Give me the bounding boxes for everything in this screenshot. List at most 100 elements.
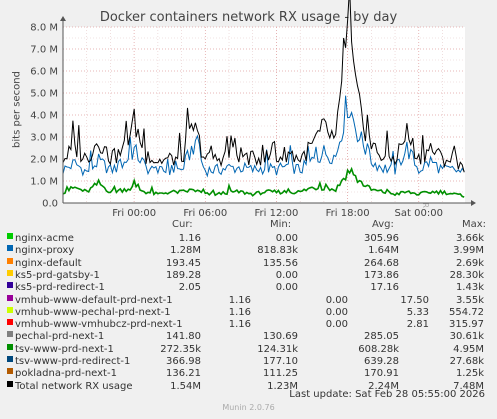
- series-line-tsv-www-prd-next-1: [62, 166, 465, 198]
- legend-cur-value: 193.45: [166, 257, 201, 269]
- legend-swatch: [7, 368, 13, 375]
- legend-avg-value: 5.33: [406, 306, 429, 318]
- legend-row: nginx-default 193.45 135.56 264.68 2.69k: [0, 257, 497, 270]
- legend-min-value: 111.25: [263, 368, 298, 380]
- legend-min-value: 818.83k: [257, 245, 298, 257]
- legend-min-value: 135.56: [263, 257, 298, 269]
- legend-row: pechal-prd-next-1 141.80 130.69 285.05 30.61…: [0, 331, 497, 343]
- legend-min-value: 130.69: [263, 331, 298, 343]
- legend-avg-value: 2.24M: [368, 380, 399, 392]
- legend-label: nginx-acme: [15, 233, 74, 244]
- legend-cur-value: 1.16: [178, 233, 201, 244]
- legend-max-value: 3.55k: [455, 294, 484, 306]
- x-axis-arrow: [471, 200, 476, 206]
- legend-swatch: [7, 233, 13, 239]
- legend-swatch: [7, 343, 13, 350]
- legend-min-value: 0.00: [325, 306, 348, 318]
- legend-avg-value: 1.64M: [368, 245, 399, 257]
- legend-cur-value: 136.21: [166, 368, 201, 380]
- column-header-min: Min:: [270, 219, 292, 230]
- y-tick-label: 8.0 M: [30, 23, 58, 34]
- legend-swatch: [7, 380, 13, 387]
- chart-title: Docker containers network RX usage - by …: [99, 10, 398, 25]
- legend-row: ks5-prd-redirect-1 2.05 0.00 17.16 1.43k: [0, 282, 497, 294]
- legend-cur-value: 141.80: [166, 331, 201, 343]
- legend-min-value: 177.10: [263, 356, 298, 367]
- legend-cur-value: 2.05: [178, 282, 201, 294]
- legend-min-value: 124.31k: [257, 343, 298, 355]
- y-tick-label: 7.0 M: [30, 45, 58, 56]
- legend-avg-value: 17.16: [370, 282, 399, 294]
- legend-label: Total network RX usage: [15, 380, 133, 392]
- legend-max-value: 1.43k: [455, 282, 484, 294]
- legend-row: pokladna-prd-next-1 136.21 111.25 170.91 1.2…: [0, 368, 497, 380]
- legend-swatch: [7, 282, 13, 289]
- legend-row: vmhub-www-vmhubcz-prd-next-1 1.16 0.00 2.81…: [0, 319, 497, 331]
- legend-swatch: [7, 331, 13, 338]
- legend-label: vmhub-www-vmhubcz-prd-next-1: [15, 319, 183, 331]
- legend-row: Total network RX usage 1.54M 1.23M 2.24M 7.4…: [0, 380, 497, 393]
- column-header-cur: Cur:: [172, 219, 193, 230]
- legend-avg-value: 608.28k: [358, 343, 399, 355]
- legend-min-value: 0.00: [275, 282, 298, 294]
- x-tick-label: Fri 06:00: [183, 208, 227, 219]
- legend-row: tsv-www-prd-redirect-1 366.98 177.10 639.28…: [0, 356, 497, 368]
- y-tick-label: 4.0 M: [30, 111, 58, 122]
- legend-cur-value: 1.16: [228, 306, 251, 318]
- legend-row: vmhub-www-default-prd-next-1 1.16 0.00 17.5…: [0, 294, 497, 307]
- legend-label: pokladna-prd-next-1: [15, 368, 117, 380]
- legend-row: nginx-proxy 1.28M 818.83k 1.64M 3.99M: [0, 245, 497, 257]
- legend-cur-value: 1.28M: [170, 245, 201, 257]
- series-line-total-network-rx-usage: [62, 0, 465, 173]
- legend-max-value: 7.48M: [453, 380, 484, 392]
- legend-avg-value: 264.68: [364, 257, 399, 269]
- last-update: Last update: Sat Feb 28 05:55:00 2026: [289, 389, 485, 400]
- y-tick-label: 2.0 M: [30, 155, 58, 166]
- column-header-max: Max:: [462, 219, 487, 230]
- legend-swatch: [7, 306, 13, 313]
- legend-label: pechal-prd-next-1: [15, 331, 105, 343]
- legend-max-value: 28.30k: [449, 269, 484, 281]
- legend-row: tsv-www-prd-next-1 272.35k 124.31k 608.28k 4…: [0, 343, 497, 356]
- y-tick-label: 5.0 M: [30, 89, 58, 100]
- legend-min-value: 0.00: [325, 294, 348, 306]
- legend-avg-value: 639.28: [364, 356, 399, 367]
- legend-cur-value: 1.16: [228, 294, 251, 306]
- legend-avg-value: 305.96: [364, 233, 399, 244]
- legend-min-value: 0.00: [275, 269, 298, 281]
- legend-max-value: 2.69k: [455, 257, 484, 269]
- legend-max-value: 554.72: [449, 306, 484, 318]
- legend-swatch: [7, 294, 13, 301]
- legend-max-value: 3.99M: [453, 245, 484, 257]
- legend-avg-value: 285.05: [364, 331, 399, 343]
- legend-min-value: 0.00: [325, 319, 348, 331]
- legend-min-value: 1.23M: [267, 380, 298, 392]
- y-axis-arrow: [60, 16, 66, 21]
- x-tick-label: Sat 00:00: [395, 208, 443, 219]
- legend-min-value: 0.00: [275, 233, 298, 244]
- legend-avg-value: 173.86: [364, 269, 399, 281]
- column-header-avg: Avg:: [372, 219, 394, 230]
- legend-label: nginx-proxy: [15, 245, 75, 257]
- y-tick-label: 6.0 M: [30, 67, 58, 78]
- legend-label: ks5-prd-redirect-1: [15, 282, 105, 294]
- legend-label: nginx-default: [15, 257, 82, 269]
- legend-cur-value: 1.54M: [170, 380, 201, 392]
- legend-label: tsv-www-prd-next-1: [15, 343, 114, 355]
- legend-label: vmhub-www-pechal-prd-next-1: [15, 306, 171, 318]
- legend-swatch: [7, 257, 13, 264]
- legend-label: ks5-prd-gatsby-1: [15, 269, 100, 281]
- legend-label: tsv-www-prd-redirect-1: [15, 356, 131, 367]
- legend-max-value: 1.25k: [455, 368, 484, 380]
- legend-avg-value: 2.81: [406, 319, 429, 331]
- x-tick-label: Fri 00:00: [112, 208, 156, 219]
- legend-swatch: [7, 245, 13, 252]
- legend-max-value: 3.66k: [455, 233, 484, 244]
- x-tick-label: Fri 18:00: [326, 208, 370, 219]
- legend-max-value: 315.97: [449, 319, 484, 331]
- legend-row: vmhub-www-pechal-prd-next-1 1.16 0.00 5.33 5…: [0, 306, 497, 319]
- legend-cur-value: 1.16: [228, 319, 251, 331]
- y-tick-label: 0.0: [42, 199, 58, 210]
- legend-cur-value: 366.98: [166, 356, 201, 367]
- legend-swatch: [7, 356, 13, 362]
